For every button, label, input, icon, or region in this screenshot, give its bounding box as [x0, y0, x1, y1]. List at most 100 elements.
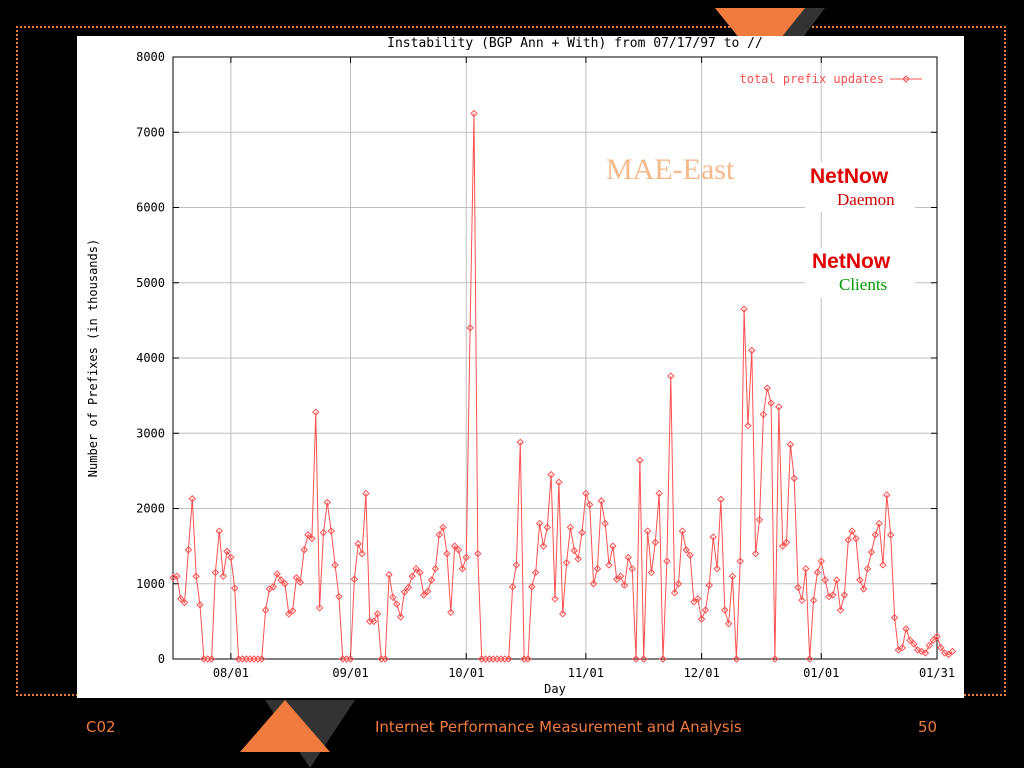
x-tick-label: 01/01 — [803, 666, 839, 680]
data-point — [400, 588, 409, 596]
data-point — [798, 596, 806, 605]
data-point — [443, 549, 451, 558]
netnow-clients-title: NetNow — [812, 250, 891, 273]
clients-label: Clients — [839, 275, 888, 294]
x-tick-label: 09/01 — [332, 666, 368, 680]
data-point — [331, 561, 339, 569]
data-point — [315, 604, 324, 612]
data-point — [929, 636, 937, 644]
data-point — [640, 655, 648, 663]
data-point — [643, 527, 652, 535]
data-point — [381, 655, 389, 663]
data-point — [296, 578, 305, 586]
data-point — [597, 497, 606, 505]
data-point — [667, 372, 675, 380]
data-point — [477, 655, 486, 663]
data-point — [582, 489, 590, 498]
data-point — [651, 538, 660, 547]
data-point — [474, 549, 482, 558]
data-point — [759, 410, 768, 419]
data-point — [288, 607, 297, 615]
data-point — [717, 495, 725, 504]
data-point — [805, 655, 814, 663]
data-point — [308, 534, 316, 543]
data-point — [859, 585, 868, 593]
legend-label: total prefix updates — [740, 72, 885, 86]
data-point — [219, 572, 227, 580]
data-point — [551, 595, 559, 603]
data-point — [423, 587, 432, 595]
data-point — [821, 576, 829, 584]
data-point — [902, 625, 910, 633]
data-point — [319, 528, 328, 537]
data-point — [933, 632, 941, 641]
data-point — [848, 527, 856, 535]
data-point — [261, 606, 270, 614]
data-point — [636, 456, 644, 465]
data-point — [327, 527, 335, 535]
netnow-clients-box — [805, 248, 915, 298]
data-point — [875, 519, 883, 528]
data-point — [616, 572, 625, 580]
netnow-daemon-box — [805, 162, 915, 212]
data-point — [539, 542, 548, 550]
data-point — [358, 549, 366, 558]
y-tick-label: 3000 — [136, 426, 165, 440]
data-point — [586, 501, 594, 509]
data-point — [937, 644, 945, 652]
x-tick-label: 11/01 — [568, 666, 604, 680]
data-point — [354, 540, 362, 548]
data-point — [593, 564, 602, 573]
data-point — [501, 655, 509, 663]
daemon-label: Daemon — [837, 190, 895, 209]
data-point — [748, 346, 756, 355]
data-point — [346, 655, 355, 663]
data-point — [686, 551, 694, 559]
data-point — [408, 572, 416, 580]
data-point — [728, 572, 737, 580]
legend-marker — [902, 75, 910, 83]
data-point — [250, 655, 258, 663]
chart-title: Instability (BGP Ann + With) from 07/17/… — [387, 36, 763, 51]
data-point — [285, 610, 293, 618]
data-point — [856, 576, 864, 584]
data-point — [420, 591, 428, 599]
x-tick-label: 10/01 — [448, 666, 484, 680]
data-point — [910, 640, 918, 648]
data-point — [663, 557, 671, 565]
data-point — [508, 583, 517, 591]
data-point — [342, 655, 351, 663]
data-point — [574, 555, 582, 563]
data-point — [366, 617, 374, 626]
chart-plot: 0 1000 2000 3000 4000 5000 6000 7000 8000 08/01 09… — [77, 36, 964, 698]
data-point — [389, 593, 397, 602]
data-point — [362, 489, 370, 498]
data-point — [504, 655, 513, 663]
data-point — [624, 553, 633, 562]
data-point — [906, 636, 914, 644]
data-point — [277, 576, 285, 584]
data-point — [435, 531, 443, 539]
data-point — [485, 655, 494, 663]
data-point — [852, 534, 860, 543]
y-tick-label: 2000 — [136, 502, 165, 516]
data-point — [223, 547, 231, 556]
data-point — [867, 548, 876, 556]
data-point — [369, 617, 378, 626]
data-point — [489, 655, 497, 663]
data-point — [655, 489, 663, 498]
chart-svg: 0 1000 2000 3000 4000 5000 6000 7000 8000 08/01 09… — [86, 36, 957, 696]
data-point — [570, 546, 579, 555]
data-point — [192, 572, 200, 580]
data-point — [844, 536, 852, 544]
data-point — [721, 606, 729, 614]
data-point — [300, 546, 308, 554]
data-point — [439, 523, 447, 532]
data-point — [215, 527, 224, 535]
data-point — [767, 399, 775, 407]
data-point — [547, 470, 555, 479]
data-point — [948, 647, 957, 656]
data-point — [450, 542, 459, 550]
data-point — [373, 610, 382, 618]
data-point — [697, 615, 706, 623]
